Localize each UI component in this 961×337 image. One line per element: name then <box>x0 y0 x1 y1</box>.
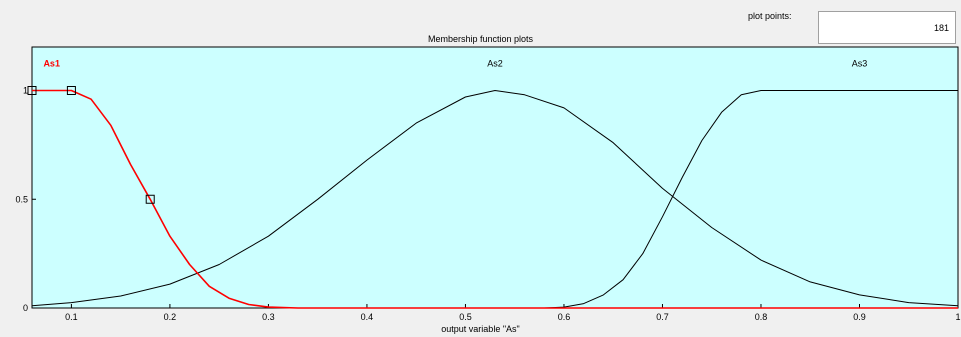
x-tick-label: 0.7 <box>656 312 669 322</box>
x-axis-label: output variable "As" <box>441 324 520 334</box>
plot-points-input[interactable]: 181 <box>818 11 956 44</box>
mf-label-as2[interactable]: As2 <box>487 59 503 69</box>
x-tick-label: 0.5 <box>459 312 472 322</box>
mf-label-as1[interactable]: As1 <box>43 59 60 69</box>
y-tick-label: 0 <box>23 303 28 313</box>
x-tick-label: 0.8 <box>755 312 768 322</box>
x-tick-label: 0.2 <box>164 312 177 322</box>
x-tick-label: 0.4 <box>361 312 374 322</box>
x-tick-label: 0.9 <box>853 312 866 322</box>
mf-vertex-handle[interactable] <box>27 86 37 95</box>
plot-title: Membership function plots <box>427 34 534 44</box>
x-tick-label: 0.1 <box>65 312 78 322</box>
x-tick-label: 0.6 <box>558 312 571 322</box>
mf-vertex-handle[interactable] <box>145 194 155 204</box>
plot-area <box>31 46 959 309</box>
x-tick-label: 1 <box>955 312 960 322</box>
mf-curve-as3[interactable] <box>32 90 958 309</box>
x-tick-label: 0.3 <box>262 312 275 322</box>
mf-vertex-handle[interactable] <box>66 86 76 95</box>
y-tick-label: 1 <box>23 86 28 96</box>
y-tick-label: 0.5 <box>15 194 28 204</box>
mf-curve-as2[interactable] <box>31 90 959 307</box>
mf-label-as3[interactable]: As3 <box>852 59 868 69</box>
mf-curve-as1[interactable] <box>32 89 958 309</box>
plot-points-label: plot points: <box>748 11 792 21</box>
